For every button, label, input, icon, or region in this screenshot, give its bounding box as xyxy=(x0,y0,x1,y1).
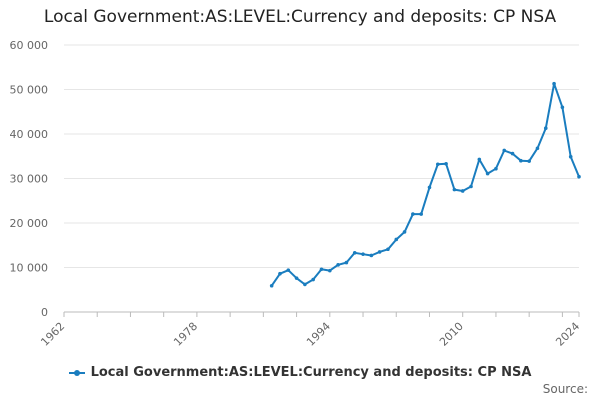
legend[interactable]: Local Government:AS:LEVEL:Currency and d… xyxy=(0,365,600,380)
data-point[interactable] xyxy=(303,282,307,287)
data-point[interactable] xyxy=(494,166,498,171)
legend-label: Local Government:AS:LEVEL:Currency and d… xyxy=(90,365,532,380)
x-tick-label: 2024 xyxy=(553,320,582,349)
data-point[interactable] xyxy=(319,267,324,272)
data-point[interactable] xyxy=(543,126,548,131)
data-point[interactable] xyxy=(361,252,365,256)
data-point[interactable] xyxy=(278,271,282,276)
legend-marker xyxy=(68,369,85,376)
y-tick-label: 20 000 xyxy=(10,217,49,230)
x-tick-label: 1962 xyxy=(38,320,67,349)
data-point[interactable] xyxy=(344,260,349,265)
data-point[interactable] xyxy=(419,212,423,216)
y-tick-label: 40 000 xyxy=(10,128,49,141)
data-point[interactable] xyxy=(369,253,374,258)
y-tick-label: 60 000 xyxy=(10,39,49,52)
data-point[interactable] xyxy=(510,151,515,156)
chart-title: Local Government:AS:LEVEL:Currency and d… xyxy=(43,7,557,27)
data-point[interactable] xyxy=(311,277,315,282)
data-point[interactable] xyxy=(294,276,299,280)
data-point[interactable] xyxy=(552,81,556,86)
data-point[interactable] xyxy=(444,162,448,166)
data-point[interactable] xyxy=(435,162,440,167)
data-point[interactable] xyxy=(352,251,357,255)
y-tick-label: 30 000 xyxy=(10,173,49,186)
data-point[interactable] xyxy=(286,268,291,272)
data-point[interactable] xyxy=(328,268,332,273)
data-point[interactable] xyxy=(519,158,523,163)
data-point[interactable] xyxy=(427,185,432,190)
x-tick-label: 1994 xyxy=(304,320,333,349)
data-point[interactable] xyxy=(577,174,581,179)
y-tick-label: 0 xyxy=(41,306,48,319)
data-point[interactable] xyxy=(477,157,482,162)
data-point[interactable] xyxy=(485,171,490,176)
data-point[interactable] xyxy=(460,189,465,193)
data-point[interactable] xyxy=(411,212,415,216)
data-point[interactable] xyxy=(560,105,565,110)
data-point[interactable] xyxy=(377,250,382,254)
series-line xyxy=(270,82,580,287)
data-point[interactable] xyxy=(402,230,407,234)
series xyxy=(269,81,581,288)
x-tick-label: 2010 xyxy=(437,320,466,349)
source-label: Source: xyxy=(542,382,588,396)
data-point[interactable] xyxy=(535,146,540,151)
y-tick-label: 10 000 xyxy=(10,262,49,275)
data-point[interactable] xyxy=(269,283,274,288)
y-tick-label: 50 000 xyxy=(10,84,49,97)
data-point[interactable] xyxy=(469,184,473,189)
data-point[interactable] xyxy=(527,159,531,163)
data-point[interactable] xyxy=(452,187,457,192)
axes: 0 10 000 20 000 30 000 40 000 50 000 60 000 196… xyxy=(10,39,583,349)
x-tick-label: 1978 xyxy=(171,320,200,349)
data-point[interactable] xyxy=(386,247,390,252)
data-point[interactable] xyxy=(336,263,340,267)
data-point[interactable] xyxy=(502,148,507,153)
data-point[interactable] xyxy=(394,237,399,242)
data-point[interactable] xyxy=(568,154,573,159)
